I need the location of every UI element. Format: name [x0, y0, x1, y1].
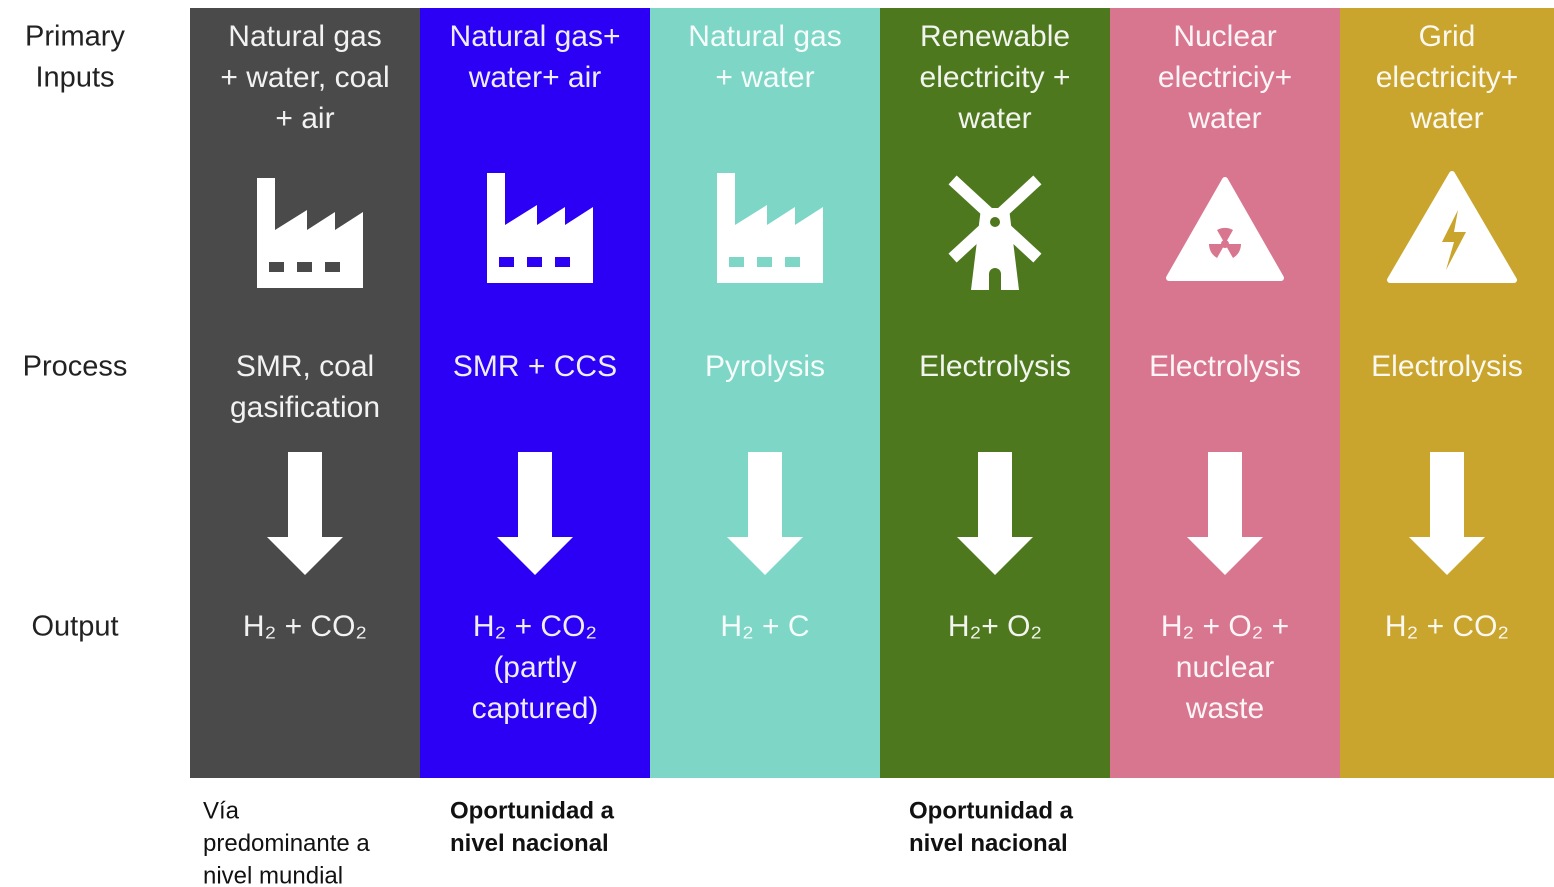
- input-text: + air: [275, 102, 334, 135]
- column-background: [1340, 8, 1554, 778]
- input-text: water: [957, 102, 1031, 135]
- input-text: water: [1409, 102, 1483, 135]
- column-background: [420, 8, 650, 778]
- note-text: predominante a: [203, 830, 370, 857]
- process-text: SMR, coal: [236, 350, 374, 383]
- row-label: Primary: [25, 21, 125, 53]
- column-background: [880, 8, 1110, 778]
- output-text: captured): [472, 692, 599, 725]
- input-text: electricity +: [920, 61, 1071, 94]
- input-text: Natural gas: [688, 20, 841, 53]
- down-arrow: [1187, 452, 1263, 575]
- output-text: H₂+ O₂: [948, 610, 1042, 643]
- column-background: [190, 8, 420, 778]
- output-text: waste: [1185, 692, 1264, 725]
- note-text: nivel nacional: [450, 830, 609, 857]
- input-text: Natural gas: [228, 20, 381, 53]
- down-arrow: [267, 452, 343, 575]
- note-text: Vía: [203, 797, 240, 824]
- process-text: Electrolysis: [919, 350, 1071, 383]
- output-text: H₂ + CO₂: [1385, 610, 1509, 643]
- output-text: H₂ + CO₂: [243, 610, 367, 643]
- output-text: H₂ + CO₂: [473, 610, 597, 643]
- note-text: Oportunidad a: [450, 797, 615, 824]
- row-label: Inputs: [36, 62, 115, 94]
- column-background: [1110, 8, 1340, 778]
- process-text: SMR + CCS: [453, 350, 617, 383]
- down-arrow: [727, 452, 803, 575]
- output-text: H₂ + C: [720, 610, 809, 643]
- process-text: Electrolysis: [1149, 350, 1301, 383]
- process-text: Pyrolysis: [705, 350, 825, 383]
- process-text: Electrolysis: [1371, 350, 1523, 383]
- input-text: electricity+: [1376, 61, 1519, 94]
- down-arrow: [497, 452, 573, 575]
- note-text: nivel nacional: [909, 830, 1068, 857]
- process-text: gasification: [230, 391, 380, 424]
- input-text: + water: [715, 61, 814, 94]
- column-background: [650, 8, 880, 778]
- input-text: + water, coal: [220, 61, 389, 94]
- row-label: Process: [23, 351, 128, 383]
- input-text: Renewable: [920, 20, 1070, 53]
- output-text: (partly: [493, 651, 576, 684]
- input-text: Nuclear: [1173, 20, 1276, 53]
- note-text: nivel mundial: [203, 862, 343, 887]
- down-arrow: [957, 452, 1033, 575]
- output-text: nuclear: [1176, 651, 1274, 684]
- columns: [190, 8, 1554, 778]
- input-text: electriciy+: [1158, 61, 1292, 94]
- input-text: Grid: [1419, 20, 1476, 53]
- row-label: Output: [31, 611, 118, 643]
- input-text: water: [1187, 102, 1261, 135]
- input-text: Natural gas+: [450, 20, 621, 53]
- down-arrow: [1409, 452, 1485, 575]
- note-text: Oportunidad a: [909, 797, 1074, 824]
- input-text: water+ air: [468, 61, 602, 94]
- output-text: H₂ + O₂ +: [1161, 610, 1289, 643]
